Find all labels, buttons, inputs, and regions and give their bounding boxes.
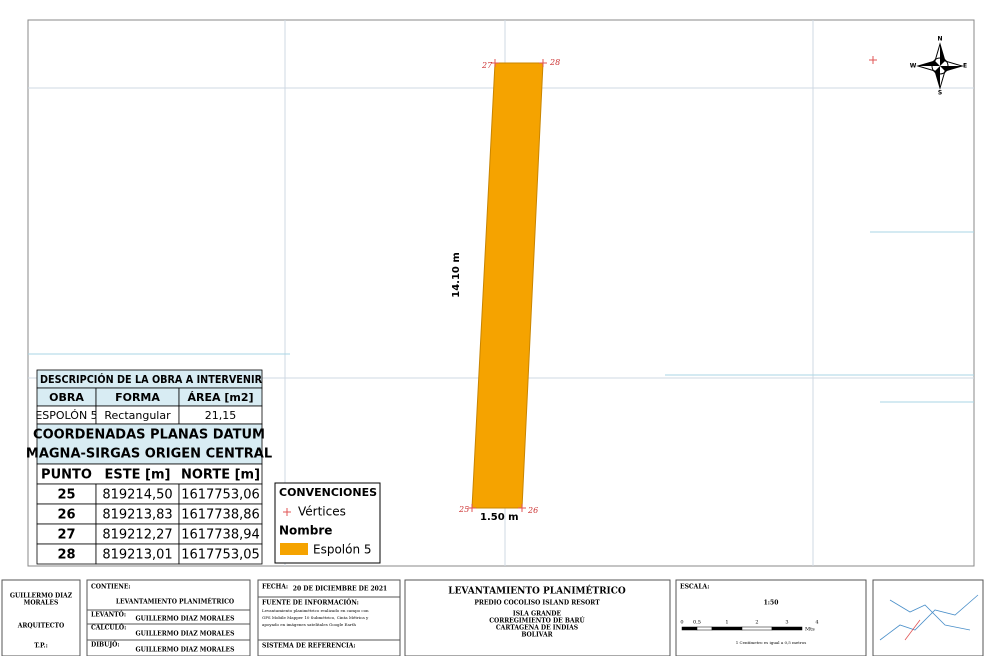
field-label: SISTEMA DE REFERENCIA: (262, 643, 356, 650)
field-value: Levantamiento planimétrico realizado en … (262, 608, 369, 613)
scale-tick-label: 4 (815, 620, 818, 626)
tp: T.P.: (34, 643, 48, 650)
scale-segment (741, 626, 773, 631)
location-map (879, 594, 979, 641)
scale-note: 1 Centímetro es igual a 0,5 metros (736, 640, 807, 645)
compass-s: S (938, 90, 942, 97)
width-label: 1.50 m (480, 512, 519, 523)
table-cell-text: 1617738,94 (181, 528, 260, 543)
field-value: apoyado en imágenes satelitales Google E… (262, 622, 356, 627)
legend-vertex-symbol (283, 508, 291, 516)
legend-subtitle: Nombre (279, 524, 332, 538)
table-header: ESTE [m] (105, 468, 171, 483)
table-cell-text: 819212,27 (102, 528, 172, 543)
table-cell-text: ESPOLÓN 5 (35, 409, 97, 422)
field-label: LEVANTÓ: (91, 611, 126, 619)
field-label: CALCULÓ: (91, 624, 126, 632)
table-header: ÁREA [m2] (187, 391, 253, 404)
field-value: GUILLERMO DIAZ MORALES (136, 631, 235, 638)
project-line: BOLIVAR (521, 632, 553, 639)
vertex-label: 27 (481, 61, 493, 70)
vertex-label: 26 (527, 506, 538, 515)
compass-e: E (963, 63, 967, 70)
table-cell-text: 26 (57, 508, 75, 523)
field-value: LEVANTAMIENTO PLANIMÉTRICO (116, 598, 234, 606)
field-label: ESCALA: (680, 584, 709, 591)
table-title: COORDENADAS PLANAS DATUM (33, 428, 265, 443)
legend-item: Vértices (298, 505, 346, 519)
compass-n: N (937, 36, 942, 43)
author: MORALES (24, 600, 59, 607)
scale-segment (696, 626, 713, 631)
scale-unit: Mts (805, 627, 815, 633)
field-value: 20 DE DICIEMBRE DE 2021 (293, 586, 387, 593)
table-header: FORMA (115, 391, 160, 404)
field-label: FECHA: (262, 584, 288, 591)
table-header: OBRA (49, 391, 84, 404)
project-line: PREDIO COCOLISO ISLAND RESORT (474, 600, 600, 607)
data-table: DESCRIPCIÓN DE LA OBRA A INTERVENIR OBRA F… (26, 369, 272, 565)
project-line: CORREGIMIENTO DE BARÚ (489, 617, 585, 625)
table-cell-text: 819213,01 (102, 548, 172, 563)
north-arrow: N S E W (910, 36, 967, 97)
vertex-label: 28 (549, 58, 560, 67)
scale-tick-label: 0 (680, 620, 683, 626)
table-cell-text: 27 (57, 528, 75, 543)
field-label: CONTIENE: (91, 584, 131, 591)
legend-item: Espolón 5 (313, 543, 372, 557)
legend: CONVENCIONES Vértices Nombre Espolón 5 (274, 482, 381, 564)
vertex-label: 25 (458, 505, 469, 514)
table-header: PUNTO (41, 468, 92, 483)
legend-title: CONVENCIONES (279, 486, 377, 499)
title-block-frames (1, 579, 984, 656)
field-value: GUILLERMO DIAZ MORALES (136, 647, 235, 654)
legend-swatch (280, 543, 308, 555)
table-cell-text: 1617753,05 (181, 548, 260, 563)
author: GUILLERMO DIAZ (10, 593, 73, 600)
profession: ARQUITECTO (17, 623, 64, 630)
project-line: ISLA GRANDE (513, 611, 562, 618)
project-line: CARTAGENA DE INDIAS (496, 625, 578, 632)
scale-tick-label: 1 (725, 620, 728, 626)
vertex-markers (468, 56, 877, 512)
table-cell-text: 21,15 (205, 409, 237, 422)
compass-w: W (910, 63, 917, 70)
table-title: MAGNA-SIRGAS ORIGEN CENTRAL (26, 447, 272, 462)
scale-segment (711, 626, 743, 631)
field-label: DIBUJÓ: (91, 641, 120, 649)
field-label: FUENTE DE INFORMACIÓN: (262, 599, 359, 607)
scale-tick-label: 0,5 (693, 620, 701, 626)
scale-ratio: 1:50 (764, 600, 779, 607)
table-cell (178, 543, 263, 565)
table-cell-text: 1617738,86 (181, 508, 260, 523)
length-label: 14.10 m (451, 252, 462, 298)
field-value: GPS Mobile Mapper 10 Submétrico, Cinta M… (262, 615, 369, 620)
vertex-labels: 27 28 25 26 (458, 58, 560, 515)
table-cell-text: 25 (57, 488, 75, 503)
coastline (28, 231, 974, 403)
title-block: GUILLERMO DIAZ MORALES ARQUITECTO T.P.: … (10, 584, 806, 654)
table-cell-text: 1617753,06 (181, 488, 260, 503)
table-cell-text: Rectangular (104, 409, 171, 422)
table-cell-text: 28 (57, 548, 75, 563)
table-cell-text: 819214,50 (102, 488, 172, 503)
field-value: GUILLERMO DIAZ MORALES (136, 616, 235, 623)
table-cell-text: 819213,83 (102, 508, 172, 523)
scale-segment (681, 626, 698, 631)
table-header: NORTE [m] (181, 468, 260, 483)
project-title: LEVANTAMIENTO PLANIMÉTRICO (448, 585, 626, 597)
scale-tick-label: 3 (785, 620, 788, 626)
table-title: DESCRIPCIÓN DE LA OBRA A INTERVENIR (40, 373, 262, 386)
scale-segment (771, 626, 803, 631)
table-cell (36, 423, 263, 465)
scale-tick-label: 2 (755, 620, 758, 626)
